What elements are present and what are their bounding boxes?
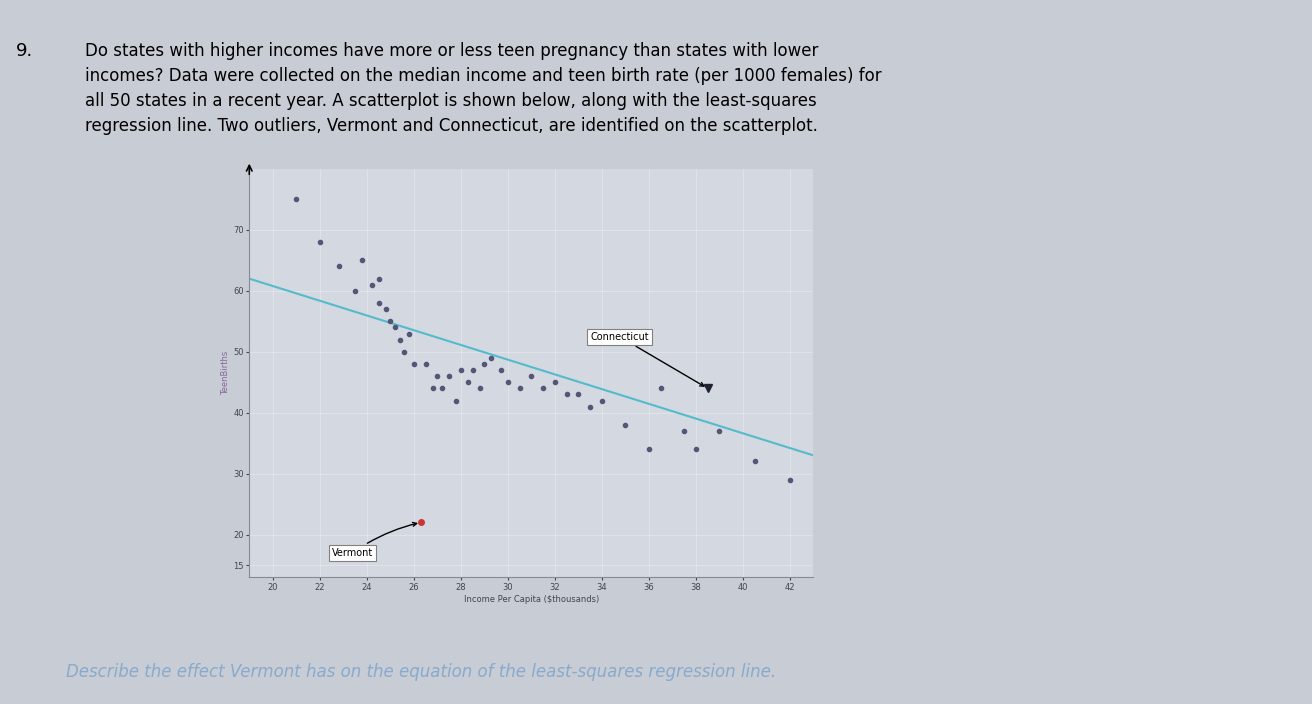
Y-axis label: TeenBirths: TeenBirths [222,351,231,395]
Text: Describe the effect Vermont has on the equation of the least-squares regression : Describe the effect Vermont has on the e… [66,663,775,681]
X-axis label: Income Per Capita ($thousands): Income Per Capita ($thousands) [463,595,600,603]
Text: Connecticut: Connecticut [590,332,705,386]
Text: Do states with higher incomes have more or less teen pregnancy than states with : Do states with higher incomes have more … [85,42,882,135]
Text: Vermont: Vermont [332,522,417,558]
Text: 9.: 9. [16,42,33,61]
